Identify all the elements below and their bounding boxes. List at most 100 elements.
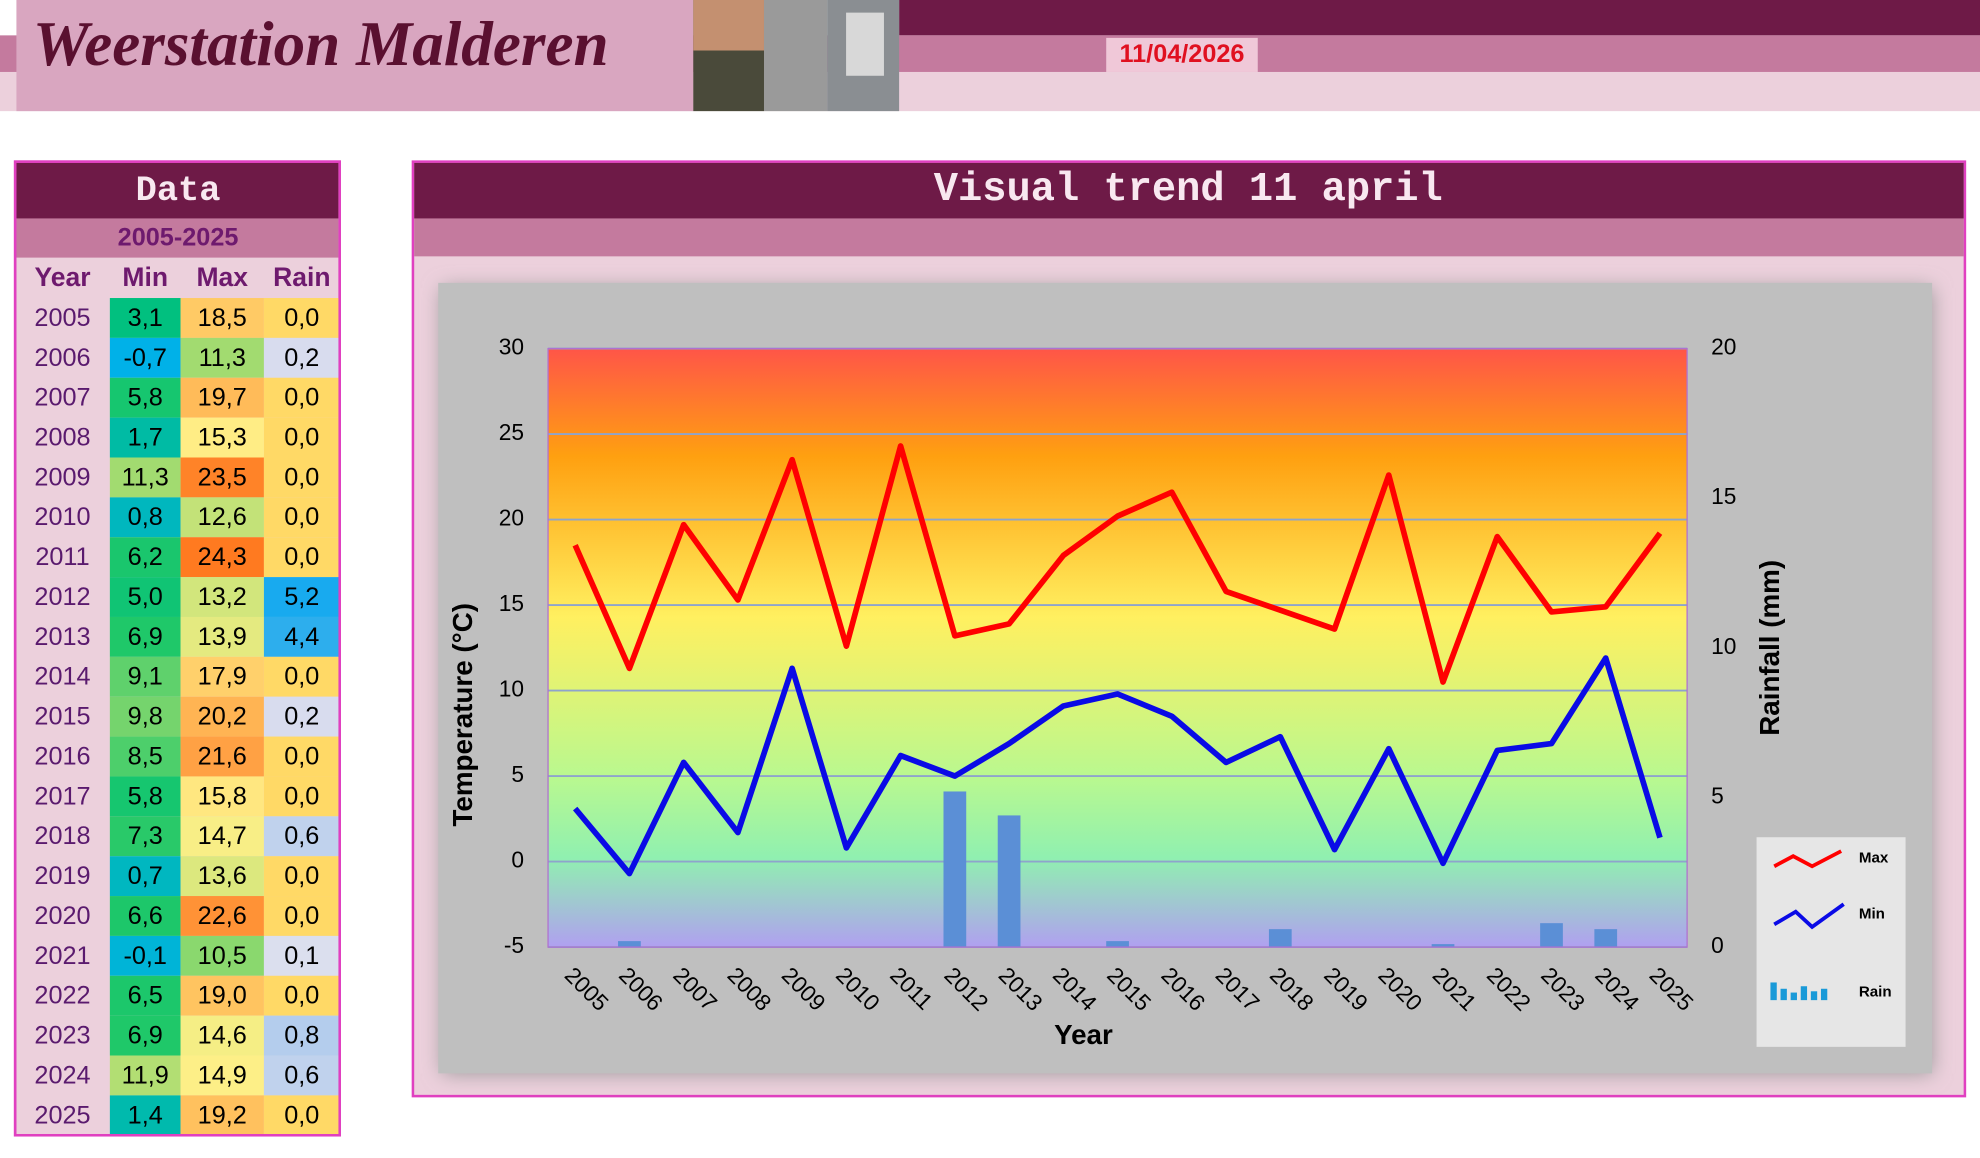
year-cell: 2013 [34, 623, 90, 651]
cell [263, 736, 340, 777]
cell [180, 856, 264, 897]
cell [180, 497, 264, 538]
cell [180, 696, 264, 737]
cell [180, 975, 264, 1016]
value-cell: 0,0 [284, 384, 319, 412]
x-axis-title: Year [1054, 1019, 1113, 1050]
year-cell: 2012 [34, 583, 90, 611]
cell [180, 1095, 264, 1136]
year-cell: 2006 [34, 344, 90, 372]
cell [109, 1055, 181, 1096]
value-cell: 19,2 [198, 1101, 247, 1129]
value-cell: 14,9 [198, 1061, 247, 1089]
rain-bar [1268, 929, 1292, 948]
table-border [13, 160, 341, 1137]
cell [263, 896, 340, 936]
value-cell: 11,3 [122, 463, 169, 491]
year-cell: 2005 [34, 304, 90, 332]
legend-label: Max [1859, 850, 1889, 867]
site-title: Weerstation Malderen [33, 9, 609, 79]
value-cell: 4,4 [284, 623, 319, 651]
y-tick-label: 25 [499, 419, 524, 445]
date: 11/04/2026 [1119, 40, 1244, 68]
period-bar [16, 218, 339, 258]
value-cell: 6,2 [128, 543, 163, 571]
legend-swatch [1773, 849, 1843, 869]
value-cell: 0,0 [284, 503, 319, 531]
y-tick-label: 30 [499, 334, 524, 360]
cell [180, 616, 264, 657]
cell [109, 896, 181, 936]
year-cell: 2019 [34, 862, 90, 890]
year-cell: 2016 [34, 742, 90, 770]
value-cell: 11,9 [122, 1061, 169, 1089]
value-cell: 0,2 [284, 344, 319, 372]
cell [263, 497, 340, 538]
y2-tick-label: 15 [1711, 483, 1736, 509]
column-header: Min [122, 262, 168, 292]
y-tick-label: 20 [499, 505, 524, 531]
value-cell: 0,0 [284, 663, 319, 691]
y2-tick-label: 10 [1711, 633, 1736, 659]
value-cell: 17,9 [198, 663, 247, 691]
cell [263, 417, 340, 458]
value-cell: 8,5 [128, 742, 163, 770]
cell [180, 896, 264, 936]
value-cell: 0,0 [284, 982, 319, 1010]
legend-swatch [1810, 991, 1818, 1001]
cell [263, 656, 340, 697]
plot-border [547, 347, 1688, 948]
chart-title: Visual trend 11 april [934, 167, 1443, 213]
cell [109, 497, 181, 538]
y-axis-title: Temperature (°C) [447, 603, 478, 827]
year-cell: 2021 [34, 942, 90, 970]
cell [109, 696, 181, 737]
value-cell: 0,0 [284, 862, 319, 890]
cell [109, 537, 181, 578]
photo [763, 0, 828, 112]
year-cell: 2014 [34, 663, 90, 691]
y-tick-label: 0 [511, 847, 524, 873]
cell [263, 1055, 340, 1096]
cell [109, 417, 181, 458]
cell [180, 816, 264, 857]
value-cell: 21,6 [198, 742, 247, 770]
year-cell: 2025 [34, 1101, 90, 1129]
value-cell: 20,2 [198, 703, 247, 731]
cell [180, 417, 264, 458]
legend-label: Rain [1859, 984, 1892, 1001]
year-cell: 2023 [34, 1022, 90, 1050]
legend-swatch [1820, 988, 1828, 1001]
value-cell: -0,1 [123, 942, 167, 970]
title-box [16, 0, 694, 112]
cell [263, 377, 340, 418]
cell [109, 856, 181, 897]
year-cell: 2009 [34, 463, 90, 491]
rain-bar [1106, 941, 1129, 948]
cell [180, 577, 264, 617]
value-cell: 0,8 [128, 503, 163, 531]
value-cell: 14,7 [198, 822, 247, 850]
value-cell: 0,0 [284, 902, 319, 930]
value-cell: 0,0 [284, 742, 319, 770]
cell [263, 1095, 340, 1136]
cell [263, 616, 340, 657]
cell [263, 816, 340, 857]
year-cell: 2010 [34, 503, 90, 531]
legend-swatch [1773, 902, 1845, 930]
cell [180, 776, 264, 817]
value-cell: 5,8 [128, 384, 163, 412]
value-cell: 12,6 [198, 503, 247, 531]
cell [263, 577, 340, 617]
chart-subbar [414, 218, 1964, 257]
y2-tick-label: 5 [1711, 782, 1724, 808]
value-cell: 11,3 [199, 344, 246, 372]
year-cell: 2007 [34, 384, 90, 412]
value-cell: 14,6 [198, 1022, 247, 1050]
rain-bar [1594, 929, 1618, 948]
value-cell: 15,3 [198, 423, 247, 451]
value-cell: 13,6 [198, 862, 247, 890]
rain-bar [997, 815, 1021, 948]
legend-swatch [1780, 988, 1787, 1001]
